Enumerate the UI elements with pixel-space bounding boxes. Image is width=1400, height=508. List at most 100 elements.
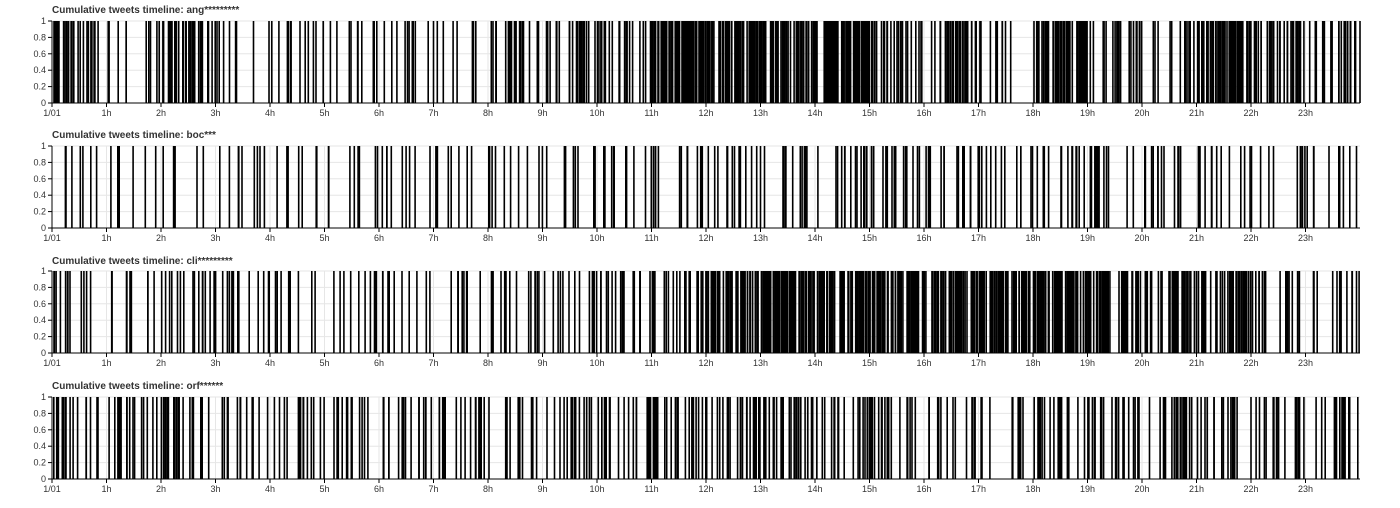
x-tick-label: 10h xyxy=(589,108,604,118)
x-tick-label: 1/01 xyxy=(43,484,61,494)
y-tick-label: 0.4 xyxy=(33,315,46,325)
y-tick-label: 0 xyxy=(41,223,46,233)
x-tick-label: 14h xyxy=(807,484,822,494)
x-tick-label: 18h xyxy=(1025,358,1040,368)
y-tick-label: 0.4 xyxy=(33,190,46,200)
x-tick-label: 16h xyxy=(916,233,931,243)
x-tick-label: 7h xyxy=(428,108,438,118)
x-tick-label: 19h xyxy=(1080,108,1095,118)
x-tick-label: 23h xyxy=(1298,233,1313,243)
x-tick-label: 15h xyxy=(862,358,877,368)
x-tick-label: 9h xyxy=(537,233,547,243)
x-tick-label: 19h xyxy=(1080,233,1095,243)
chart-panel-3: Cumulative tweets timeline: cli*********… xyxy=(33,256,1360,368)
x-tick-label: 8h xyxy=(483,108,493,118)
x-tick-label: 21h xyxy=(1189,108,1204,118)
x-tick-label: 17h xyxy=(971,108,986,118)
x-tick-label: 18h xyxy=(1025,233,1040,243)
x-tick-label: 6h xyxy=(374,484,384,494)
x-tick-label: 16h xyxy=(916,358,931,368)
x-tick-label: 23h xyxy=(1298,358,1313,368)
x-tick-label: 11h xyxy=(644,233,658,243)
x-tick-label: 1h xyxy=(101,484,111,494)
x-tick-label: 19h xyxy=(1080,484,1095,494)
x-tick-label: 9h xyxy=(537,108,547,118)
x-tick-label: 18h xyxy=(1025,108,1040,118)
y-tick-label: 1 xyxy=(41,392,46,402)
x-tick-label: 9h xyxy=(537,484,547,494)
y-tick-label: 1 xyxy=(41,16,46,26)
x-tick-label: 21h xyxy=(1189,233,1204,243)
y-tick-label: 0 xyxy=(41,98,46,108)
x-tick-label: 1h xyxy=(101,108,111,118)
x-tick-label: 8h xyxy=(483,484,493,494)
x-tick-label: 23h xyxy=(1298,484,1313,494)
y-tick-label: 0.2 xyxy=(33,82,46,92)
x-tick-label: 15h xyxy=(862,108,877,118)
x-tick-label: 13h xyxy=(753,358,768,368)
x-tick-label: 17h xyxy=(971,358,986,368)
x-tick-label: 4h xyxy=(265,108,275,118)
x-tick-label: 3h xyxy=(210,484,220,494)
x-tick-label: 7h xyxy=(428,233,438,243)
x-tick-label: 3h xyxy=(210,233,220,243)
x-tick-label: 20h xyxy=(1134,484,1149,494)
y-tick-label: 0.8 xyxy=(33,282,46,292)
x-tick-label: 22h xyxy=(1243,108,1258,118)
x-tick-label: 3h xyxy=(210,108,220,118)
x-tick-label: 20h xyxy=(1134,108,1149,118)
x-tick-label: 20h xyxy=(1134,358,1149,368)
x-tick-label: 18h xyxy=(1025,484,1040,494)
x-tick-label: 13h xyxy=(753,233,768,243)
x-tick-label: 2h xyxy=(156,233,166,243)
x-tick-label: 4h xyxy=(265,358,275,368)
x-tick-label: 21h xyxy=(1189,358,1204,368)
x-tick-label: 11h xyxy=(644,358,658,368)
x-tick-label: 5h xyxy=(319,358,329,368)
y-tick-label: 1 xyxy=(41,141,46,151)
x-tick-label: 12h xyxy=(698,484,713,494)
y-tick-label: 0.8 xyxy=(33,32,46,42)
x-tick-label: 11h xyxy=(644,484,658,494)
x-tick-label: 17h xyxy=(971,484,986,494)
x-tick-label: 14h xyxy=(807,358,822,368)
x-tick-label: 10h xyxy=(589,484,604,494)
x-tick-label: 3h xyxy=(210,358,220,368)
y-tick-label: 0 xyxy=(41,348,46,358)
y-tick-label: 1 xyxy=(41,266,46,276)
x-tick-label: 4h xyxy=(265,484,275,494)
x-tick-label: 15h xyxy=(862,484,877,494)
x-tick-label: 20h xyxy=(1134,233,1149,243)
x-tick-label: 14h xyxy=(807,233,822,243)
x-tick-label: 23h xyxy=(1298,108,1313,118)
y-tick-label: 0.4 xyxy=(33,441,46,451)
x-tick-label: 16h xyxy=(916,108,931,118)
y-tick-label: 0.6 xyxy=(33,49,46,59)
chart-title: Cumulative tweets timeline: cli********* xyxy=(52,256,233,267)
y-tick-label: 0.6 xyxy=(33,174,46,184)
x-tick-label: 9h xyxy=(537,358,547,368)
x-tick-label: 12h xyxy=(698,233,713,243)
chart-panel-1: Cumulative tweets timeline: ang*********… xyxy=(33,5,1361,118)
x-tick-label: 6h xyxy=(374,358,384,368)
y-tick-label: 0 xyxy=(41,474,46,484)
x-tick-label: 22h xyxy=(1243,358,1258,368)
y-tick-label: 0.2 xyxy=(33,207,46,217)
x-tick-label: 16h xyxy=(916,484,931,494)
y-tick-label: 0.4 xyxy=(33,65,46,75)
x-tick-label: 6h xyxy=(374,233,384,243)
x-tick-label: 19h xyxy=(1080,358,1095,368)
x-tick-label: 5h xyxy=(319,233,329,243)
y-tick-label: 0.8 xyxy=(33,157,46,167)
y-tick-label: 0.6 xyxy=(33,299,46,309)
x-tick-label: 2h xyxy=(156,108,166,118)
x-tick-label: 8h xyxy=(483,358,493,368)
x-tick-label: 1h xyxy=(101,233,111,243)
x-tick-label: 12h xyxy=(698,108,713,118)
chart-title: Cumulative tweets timeline: orf****** xyxy=(52,381,223,392)
x-tick-label: 5h xyxy=(319,484,329,494)
x-tick-label: 2h xyxy=(156,484,166,494)
x-tick-label: 10h xyxy=(589,233,604,243)
x-tick-label: 14h xyxy=(807,108,822,118)
